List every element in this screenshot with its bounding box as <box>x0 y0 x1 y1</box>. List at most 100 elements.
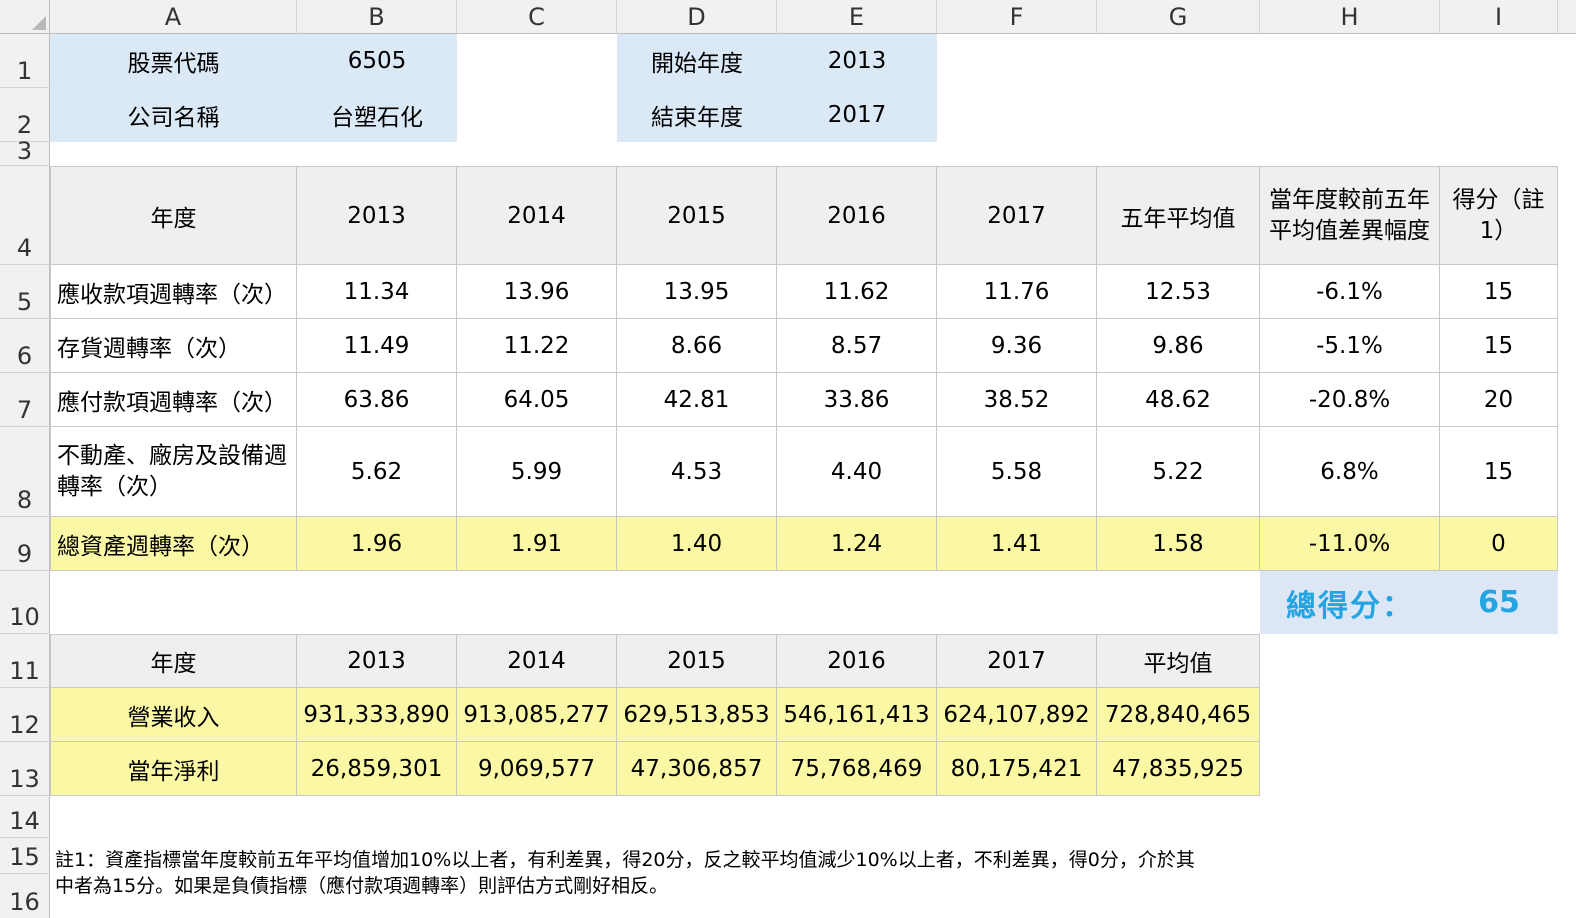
row-header-8[interactable]: 8 <box>0 427 50 517</box>
ratio-header-2013[interactable]: 2013 <box>297 166 457 265</box>
ratio-avg-cell[interactable]: 12.53 <box>1097 265 1260 319</box>
column-header-c[interactable]: C <box>457 0 617 34</box>
ratio-header-diff[interactable]: 當年度較前五年平均值差異幅度 <box>1260 166 1440 265</box>
ratio-row-name[interactable]: 應付款項週轉率（次） <box>50 373 297 427</box>
ratio-score-cell[interactable]: 15 <box>1440 265 1558 319</box>
ratio-cell[interactable]: 5.62 <box>297 427 457 517</box>
row-header-16[interactable]: 16 <box>0 874 50 918</box>
ratio-header-2014[interactable]: 2014 <box>457 166 617 265</box>
ratio-header-2016[interactable]: 2016 <box>777 166 937 265</box>
ratio-cell[interactable]: 9.36 <box>937 319 1097 373</box>
revenue-cell[interactable]: 80,175,421 <box>937 742 1097 796</box>
revenue-header-2017[interactable]: 2017 <box>937 634 1097 688</box>
revenue-header-2014[interactable]: 2014 <box>457 634 617 688</box>
ratio-header-2015[interactable]: 2015 <box>617 166 777 265</box>
ratio-cell[interactable]: 64.05 <box>457 373 617 427</box>
column-header-b[interactable]: B <box>297 0 457 34</box>
column-header-f[interactable]: F <box>937 0 1097 34</box>
ratio-avg-cell[interactable]: 48.62 <box>1097 373 1260 427</box>
ratio-cell[interactable]: 8.66 <box>617 319 777 373</box>
row-header-7[interactable]: 7 <box>0 373 50 427</box>
revenue-header-year[interactable]: 年度 <box>50 634 297 688</box>
ratio-header-avg[interactable]: 五年平均值 <box>1097 166 1260 265</box>
row-header-13[interactable]: 13 <box>0 742 50 796</box>
total-score-value[interactable]: 65 <box>1440 571 1558 634</box>
ratio-cell[interactable]: 5.99 <box>457 427 617 517</box>
row-header-1[interactable]: 1 <box>0 34 50 88</box>
revenue-cell[interactable]: 47,306,857 <box>617 742 777 796</box>
ratio-cell[interactable]: 11.22 <box>457 319 617 373</box>
column-header-d[interactable]: D <box>617 0 777 34</box>
end-year-label[interactable]: 結束年度 <box>617 88 777 142</box>
stock-code-label[interactable]: 股票代碼 <box>50 34 297 88</box>
row-header-15[interactable]: 15 <box>0 838 50 874</box>
revenue-avg-cell[interactable]: 728,840,465 <box>1097 688 1260 742</box>
revenue-cell[interactable]: 913,085,277 <box>457 688 617 742</box>
revenue-header-2013[interactable]: 2013 <box>297 634 457 688</box>
ratio-avg-cell[interactable]: 9.86 <box>1097 319 1260 373</box>
revenue-avg-cell[interactable]: 47,835,925 <box>1097 742 1260 796</box>
revenue-cell[interactable]: 931,333,890 <box>297 688 457 742</box>
ratio-cell[interactable]: 11.62 <box>777 265 937 319</box>
row-header-3[interactable]: 3 <box>0 137 50 166</box>
ratio-cell[interactable]: 1.41 <box>937 517 1097 571</box>
ratio-avg-cell[interactable]: 5.22 <box>1097 427 1260 517</box>
ratio-header-year[interactable]: 年度 <box>50 166 297 265</box>
row-header-9[interactable]: 9 <box>0 517 50 571</box>
ratio-cell[interactable]: 33.86 <box>777 373 937 427</box>
ratio-cell[interactable]: 11.49 <box>297 319 457 373</box>
ratio-row-name[interactable]: 總資產週轉率（次） <box>50 517 297 571</box>
row-header-5[interactable]: 5 <box>0 265 50 319</box>
company-value[interactable]: 台塑石化 <box>297 88 457 142</box>
ratio-cell[interactable]: 13.95 <box>617 265 777 319</box>
ratio-cell[interactable]: 38.52 <box>937 373 1097 427</box>
revenue-header-2015[interactable]: 2015 <box>617 634 777 688</box>
column-header-h[interactable]: H <box>1260 0 1440 34</box>
ratio-cell[interactable]: 13.96 <box>457 265 617 319</box>
revenue-row-name[interactable]: 當年淨利 <box>50 742 297 796</box>
row-header-6[interactable]: 6 <box>0 319 50 373</box>
revenue-cell[interactable]: 26,859,301 <box>297 742 457 796</box>
ratio-cell[interactable]: 11.76 <box>937 265 1097 319</box>
ratio-row-name[interactable]: 存貨週轉率（次） <box>50 319 297 373</box>
revenue-header-2016[interactable]: 2016 <box>777 634 937 688</box>
ratio-cell[interactable]: 63.86 <box>297 373 457 427</box>
ratio-score-cell[interactable]: 20 <box>1440 373 1558 427</box>
column-header-i[interactable]: I <box>1440 0 1558 34</box>
ratio-row-name[interactable]: 應收款項週轉率（次） <box>50 265 297 319</box>
row-header-4[interactable]: 4 <box>0 166 50 265</box>
ratio-diff-cell[interactable]: -5.1% <box>1260 319 1440 373</box>
ratio-diff-cell[interactable]: -20.8% <box>1260 373 1440 427</box>
ratio-cell[interactable]: 4.53 <box>617 427 777 517</box>
end-year-value[interactable]: 2017 <box>777 88 937 142</box>
ratio-cell[interactable]: 4.40 <box>777 427 937 517</box>
ratio-cell[interactable]: 1.24 <box>777 517 937 571</box>
column-header-e[interactable]: E <box>777 0 937 34</box>
ratio-cell[interactable]: 1.40 <box>617 517 777 571</box>
revenue-cell[interactable]: 546,161,413 <box>777 688 937 742</box>
column-header-g[interactable]: G <box>1097 0 1260 34</box>
start-year-value[interactable]: 2013 <box>777 34 937 88</box>
ratio-diff-cell[interactable]: -11.0% <box>1260 517 1440 571</box>
ratio-cell[interactable]: 1.96 <box>297 517 457 571</box>
row-header-2[interactable]: 2 <box>0 88 50 142</box>
column-header-a[interactable]: A <box>50 0 297 34</box>
footnote-line-2[interactable]: 中者為15分。如果是負債指標（應付款項週轉率）則評估方式剛好相反。 <box>55 875 669 897</box>
row-header-11[interactable]: 11 <box>0 634 50 688</box>
revenue-cell[interactable]: 629,513,853 <box>617 688 777 742</box>
stock-code-value[interactable]: 6505 <box>297 34 457 88</box>
ratio-score-cell[interactable]: 15 <box>1440 427 1558 517</box>
row-header-14[interactable]: 14 <box>0 796 50 838</box>
company-label[interactable]: 公司名稱 <box>50 88 297 142</box>
revenue-header-avg[interactable]: 平均值 <box>1097 634 1260 688</box>
ratio-diff-cell[interactable]: -6.1% <box>1260 265 1440 319</box>
footnote-line-1[interactable]: 註1：資產指標當年度較前五年平均值增加10%以上者，有利差異，得20分，反之較平… <box>55 849 1195 871</box>
row-header-10[interactable]: 10 <box>0 571 50 634</box>
ratio-cell[interactable]: 11.34 <box>297 265 457 319</box>
ratio-row-name[interactable]: 不動產、廠房及設備週轉率（次） <box>50 427 297 517</box>
start-year-label[interactable]: 開始年度 <box>617 34 777 88</box>
revenue-row-name[interactable]: 營業收入 <box>50 688 297 742</box>
ratio-header-2017[interactable]: 2017 <box>937 166 1097 265</box>
ratio-cell[interactable]: 1.91 <box>457 517 617 571</box>
ratio-cell[interactable]: 8.57 <box>777 319 937 373</box>
